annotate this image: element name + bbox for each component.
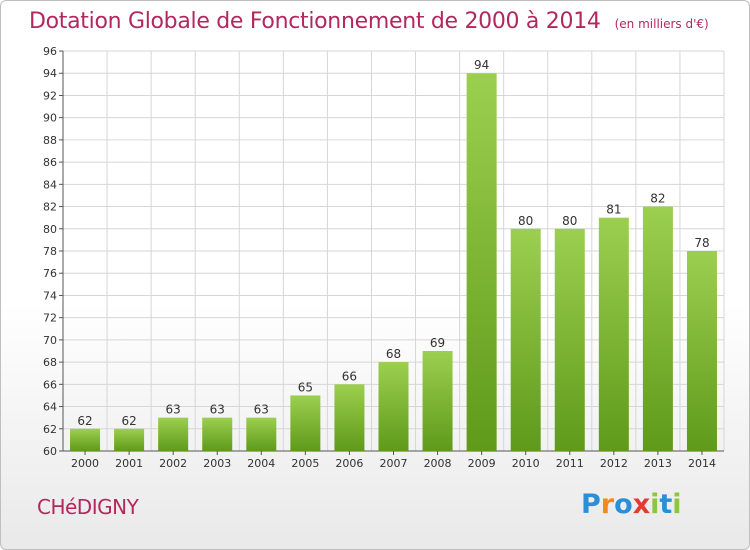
brand-letter: i <box>650 489 660 520</box>
data-label-2000: 62 <box>77 414 92 428</box>
bar-2013 <box>642 206 673 451</box>
bar-2000 <box>70 428 101 451</box>
x-tick-label-2004: 2004 <box>247 457 275 470</box>
y-tick-label: 90 <box>43 112 57 125</box>
y-tick-labels: 60 62 64 66 68 70 72 74 76 78 80 82 84 86 88 90 92 94 96 <box>43 45 57 458</box>
data-label-2012: 81 <box>606 203 621 217</box>
y-tick-label: 76 <box>43 267 57 280</box>
y-tick-label: 86 <box>43 156 57 169</box>
city-name: CHéDIGNY <box>37 495 139 519</box>
bar-2014 <box>686 251 717 451</box>
data-label-2007: 68 <box>386 347 401 361</box>
x-tick-label-2001: 2001 <box>115 457 143 470</box>
x-tick-label-2005: 2005 <box>291 457 319 470</box>
x-tick-label-2011: 2011 <box>556 457 584 470</box>
bars <box>70 73 717 451</box>
bar-2010 <box>510 228 541 451</box>
y-tick-label: 92 <box>43 89 57 102</box>
brand-letter: i <box>672 489 682 520</box>
bar-2004 <box>246 417 277 451</box>
brand-letter: P <box>581 489 601 520</box>
data-label-2004: 63 <box>254 403 269 417</box>
data-label-2005: 65 <box>298 380 313 394</box>
y-tick-label: 72 <box>43 312 57 325</box>
x-tick-label-2007: 2007 <box>380 457 408 470</box>
data-labels: 62 62 63 63 63 65 66 68 69 94 80 80 81 82 78 <box>77 58 709 428</box>
bar-2007 <box>378 362 409 451</box>
y-tick-label: 70 <box>43 334 57 347</box>
data-label-2006: 66 <box>342 369 357 383</box>
y-tick-label: 66 <box>43 378 57 391</box>
bar-2002 <box>158 417 189 451</box>
data-label-2008: 69 <box>430 336 445 350</box>
data-label-2003: 63 <box>210 403 225 417</box>
brand-letter: x <box>632 489 651 520</box>
x-tick-label-2003: 2003 <box>203 457 231 470</box>
x-tick-label-2010: 2010 <box>512 457 540 470</box>
y-tick-label: 82 <box>43 201 57 214</box>
x-tick-label-2006: 2006 <box>335 457 363 470</box>
data-label-2009: 94 <box>474 58 489 72</box>
data-label-2010: 80 <box>518 214 533 228</box>
y-tick-label: 84 <box>43 178 57 191</box>
x-tick-label-2012: 2012 <box>600 457 628 470</box>
data-label-2001: 62 <box>121 414 136 428</box>
x-tick-label-2002: 2002 <box>159 457 187 470</box>
bar-2011 <box>554 228 585 451</box>
data-label-2014: 78 <box>694 236 709 250</box>
bar-2006 <box>334 384 365 451</box>
bar-2009 <box>466 73 497 451</box>
y-tick-label: 64 <box>43 401 57 414</box>
chart-unit: (en milliers d'€) <box>614 17 709 31</box>
bar-2005 <box>290 395 321 451</box>
x-tick-label-2008: 2008 <box>424 457 452 470</box>
y-tick-label: 62 <box>43 423 57 436</box>
chart-title-text: Dotation Globale de Fonctionnement de 20… <box>29 9 601 34</box>
x-tick-label-2013: 2013 <box>644 457 672 470</box>
brand-logo: Proxiti <box>581 489 682 520</box>
data-label-2013: 82 <box>650 192 665 206</box>
bar-2012 <box>598 217 629 451</box>
x-tick-label-2009: 2009 <box>468 457 496 470</box>
data-label-2002: 63 <box>166 403 181 417</box>
brand-letter: t <box>659 489 673 520</box>
brand-letter: r <box>600 489 615 520</box>
brand-letter: o <box>614 489 633 520</box>
bar-2003 <box>202 417 233 451</box>
chart-title: Dotation Globale de Fonctionnement de 20… <box>29 9 709 34</box>
y-tick-label: 88 <box>43 134 57 147</box>
y-tick-label: 74 <box>43 289 57 302</box>
data-label-2011: 80 <box>562 214 577 228</box>
x-tick-label-2014: 2014 <box>688 457 716 470</box>
y-tick-label: 78 <box>43 245 57 258</box>
x-tick-labels: 2000 2001 2002 2003 2004 2005 2006 2007 2008 2009… <box>71 457 716 470</box>
y-tick-label: 68 <box>43 356 57 369</box>
y-tick-label: 60 <box>43 445 57 458</box>
y-tick-label: 80 <box>43 223 57 236</box>
x-tick-label-2000: 2000 <box>71 457 99 470</box>
y-tick-label: 94 <box>43 67 57 80</box>
bar-2001 <box>114 428 145 451</box>
y-tick-label: 96 <box>43 45 57 58</box>
bar-2008 <box>422 351 453 451</box>
